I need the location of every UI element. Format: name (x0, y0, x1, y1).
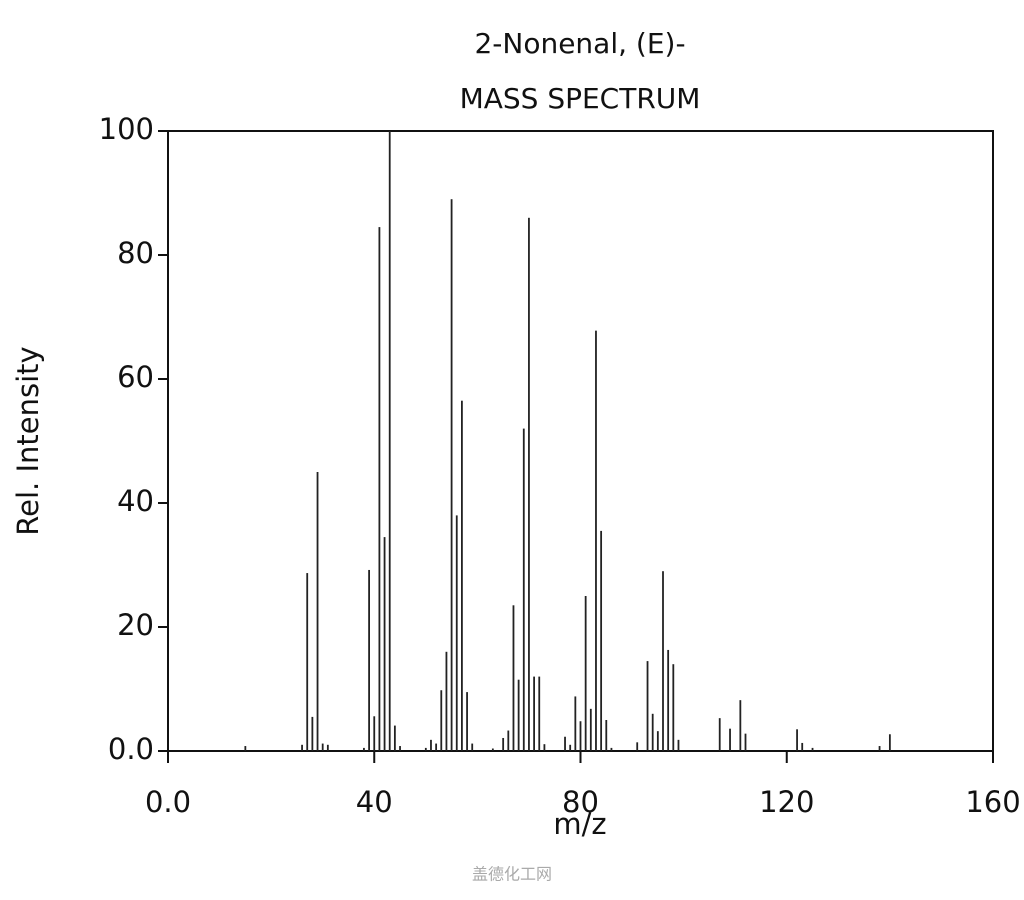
peak (491, 748, 494, 751)
peak (517, 679, 520, 751)
x-axis-label: m/z (553, 807, 606, 841)
peak (502, 737, 505, 751)
y-tick-label: 80 (117, 236, 154, 270)
peak (538, 676, 541, 751)
peak (662, 571, 664, 751)
peak (564, 736, 566, 751)
peak (646, 661, 649, 751)
peak (584, 596, 587, 751)
peak (528, 217, 530, 752)
peak (579, 721, 582, 751)
watermark: 盖德化工网 (472, 865, 552, 884)
peak (888, 734, 891, 751)
y-tick-label: 0.0 (108, 732, 154, 766)
peak (512, 605, 515, 751)
x-tick-label: 0.0 (145, 785, 191, 819)
x-tick-label: 160 (965, 785, 1020, 819)
peak (651, 713, 654, 751)
y-tick-label: 20 (117, 608, 154, 642)
y-tick-label: 100 (99, 112, 154, 146)
peak (677, 739, 680, 751)
peak (450, 199, 453, 751)
y-tick-label: 60 (117, 360, 154, 394)
peak (605, 720, 608, 751)
peak (430, 739, 432, 751)
peak (301, 744, 303, 751)
peak (667, 649, 670, 751)
peak (589, 708, 592, 751)
peak (600, 530, 603, 751)
chart-title: 2-Nonenal, (E)- (474, 27, 685, 60)
peak (718, 718, 721, 751)
peak (306, 573, 309, 751)
peak (729, 728, 731, 751)
peak (435, 743, 438, 751)
chart-subtitle: MASS SPECTRUM (460, 82, 701, 115)
peak (801, 742, 804, 751)
peak (636, 742, 639, 751)
peak (321, 743, 324, 751)
peak (595, 330, 597, 751)
peak (533, 676, 535, 751)
x-tick-label: 80 (562, 785, 599, 819)
peak (610, 747, 613, 751)
peak (543, 744, 546, 751)
y-axis-label: Rel. Intensity (11, 346, 45, 535)
peak (399, 746, 401, 751)
peak (445, 651, 448, 751)
peak (569, 744, 572, 751)
peak (424, 747, 427, 751)
peak (466, 692, 468, 751)
peak (507, 730, 510, 751)
peak (656, 731, 659, 751)
peak (455, 515, 458, 751)
peak (744, 733, 747, 751)
peak (461, 400, 463, 751)
peak (522, 428, 525, 751)
x-tick-label: 120 (759, 785, 814, 819)
x-tick-label: 40 (356, 785, 393, 819)
peak (388, 131, 391, 751)
peak (393, 725, 396, 751)
plot-frame (167, 130, 994, 752)
peak (574, 696, 577, 751)
peak (363, 747, 365, 751)
peak (811, 747, 814, 751)
peak (311, 716, 314, 751)
peak (326, 744, 329, 751)
peak (471, 743, 474, 751)
peak (373, 716, 376, 751)
peak (796, 729, 798, 751)
y-tick-label: 40 (117, 484, 154, 518)
peak (383, 537, 386, 751)
peak (739, 700, 742, 751)
peak (878, 746, 881, 751)
peak (244, 746, 247, 751)
peak (440, 690, 443, 751)
peak (672, 664, 675, 751)
peak (368, 569, 370, 751)
peak (316, 472, 319, 751)
peak (378, 227, 381, 752)
